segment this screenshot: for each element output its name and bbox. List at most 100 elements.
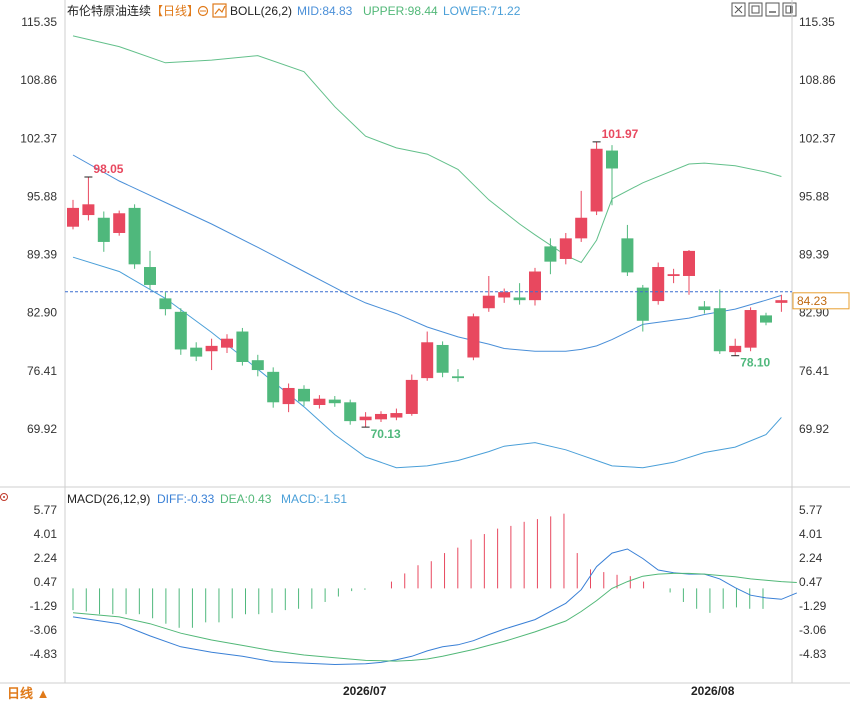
candle-down [544, 246, 557, 262]
high-annotation: 98.05 [93, 162, 123, 176]
boll-upper-line [72, 35, 782, 264]
candle-up [390, 413, 403, 418]
candle-down [236, 331, 249, 362]
candle-down [636, 287, 649, 321]
minimize-icon[interactable] [765, 2, 780, 17]
macd-tick-label: 5.77 [799, 503, 823, 517]
window-icon[interactable] [748, 2, 763, 17]
current-price-value: 84.23 [797, 294, 827, 308]
macd-dea-line [72, 572, 797, 662]
price-tick-label: 89.39 [27, 248, 57, 262]
price-axis-right: 115.35108.86102.3795.8889.3982.9076.4169… [799, 15, 836, 436]
candle-up [421, 342, 434, 379]
macd-tick-label: -1.29 [30, 599, 58, 613]
candle-up [313, 398, 326, 405]
macd-tick-label: 4.01 [799, 527, 823, 541]
boll-lower-value: LOWER:71.22 [443, 4, 521, 18]
macd-lines [72, 548, 797, 666]
high-annotation: 101.97 [602, 127, 639, 141]
indicator-icon[interactable] [212, 3, 227, 18]
candle-down [144, 267, 156, 285]
candle-up [667, 274, 680, 276]
candle-down [621, 238, 634, 273]
price-tick-label: 108.86 [20, 73, 57, 87]
candlestick-series [67, 141, 788, 428]
macd-diff-line [72, 548, 797, 666]
current-price-tag [792, 292, 850, 310]
candle-down [698, 306, 711, 311]
macd-tick-label: -3.06 [799, 623, 827, 637]
price-tick-label: 108.86 [799, 73, 836, 87]
candle-down [97, 217, 110, 242]
macd-hist-value: MACD:-1.51 [281, 492, 347, 506]
boll-mid-value: MID:84.83 [297, 4, 353, 18]
period-label: 【日线】 [151, 4, 199, 18]
crosshair-icon[interactable] [0, 493, 8, 501]
candle-down [513, 297, 526, 301]
main-chart-header: 布伦特原油连续 【日线】 BOLL(26,2) MID:84.83 UPPER:… [67, 3, 521, 18]
date-label-2026-07: 2026/07 [343, 684, 387, 698]
period-button-bg[interactable] [0, 684, 65, 703]
candle-down [190, 347, 203, 357]
low-annotation: 70.13 [371, 427, 401, 441]
macd-tick-label: -4.83 [799, 647, 827, 661]
macd-label: MACD(26,12,9) [67, 492, 150, 506]
price-tick-label: 89.39 [799, 248, 829, 262]
candle-up [282, 387, 295, 405]
expand-icon[interactable] [731, 2, 746, 17]
candle-down [344, 402, 357, 422]
price-tick-label: 69.92 [799, 422, 829, 436]
macd-tick-label: -1.29 [799, 599, 827, 613]
price-tick-label: 69.92 [27, 422, 57, 436]
candle-down [174, 311, 187, 350]
macd-tick-label: 2.24 [34, 551, 58, 565]
candle-up [205, 345, 218, 352]
settings-icon[interactable] [197, 5, 209, 17]
candle-down [128, 207, 141, 265]
candle-down [760, 315, 772, 323]
period-button[interactable]: 日线 ▲ [7, 686, 49, 701]
restore-icon[interactable] [782, 2, 797, 17]
price-tick-label: 102.37 [799, 131, 836, 145]
candle-up [375, 413, 387, 420]
candle-up [405, 379, 418, 414]
boll-lower-line [72, 256, 782, 469]
macd-tick-label: 0.47 [799, 575, 823, 589]
current-price-line: 84.23 [65, 291, 850, 310]
candle-down [298, 388, 310, 402]
low-annotation: 78.10 [740, 356, 770, 370]
macd-tick-label: 2.24 [799, 551, 823, 565]
candle-up [744, 310, 757, 348]
price-tick-label: 82.90 [27, 306, 57, 320]
candle-up [359, 416, 372, 421]
footer: 日线 ▲ 2026/07 2026/08 [0, 684, 735, 703]
date-label-2026-08: 2026/08 [691, 684, 735, 698]
candle-up [113, 213, 126, 233]
candle-down [267, 371, 280, 403]
candle-up [590, 148, 603, 212]
candle-down [452, 376, 464, 379]
bollinger-bands [72, 35, 782, 469]
candle-down [436, 344, 449, 373]
macd-tick-label: -4.83 [30, 647, 58, 661]
macd-tick-label: 5.77 [34, 503, 58, 517]
candle-down [251, 360, 264, 371]
price-annotations: 98.05 70.13 101.97 78.10 [84, 127, 771, 441]
candle-down [159, 298, 172, 310]
macd-histogram [72, 513, 764, 628]
candle-up [221, 338, 233, 348]
macd-dea-value: DEA:0.43 [220, 492, 272, 506]
macd-diff-value: DIFF:-0.33 [157, 492, 215, 506]
candle-up [559, 238, 572, 259]
macd-tick-label: 4.01 [34, 527, 58, 541]
boll-mid-line [72, 154, 782, 352]
macd-tick-label: 0.47 [34, 575, 58, 589]
candle-down [606, 150, 618, 169]
candle-up [575, 217, 588, 239]
price-axis-left: 115.35 108.86 102.37 95.88 89.39 82.90 76.41 69… [20, 15, 57, 436]
price-tick-label: 76.41 [799, 364, 829, 378]
instrument-title: 布伦特原油连续 [67, 3, 151, 18]
candle-up [683, 250, 695, 276]
macd-header: MACD(26,12,9) DIFF:-0.33 DEA:0.43 MACD:-… [0, 492, 347, 506]
